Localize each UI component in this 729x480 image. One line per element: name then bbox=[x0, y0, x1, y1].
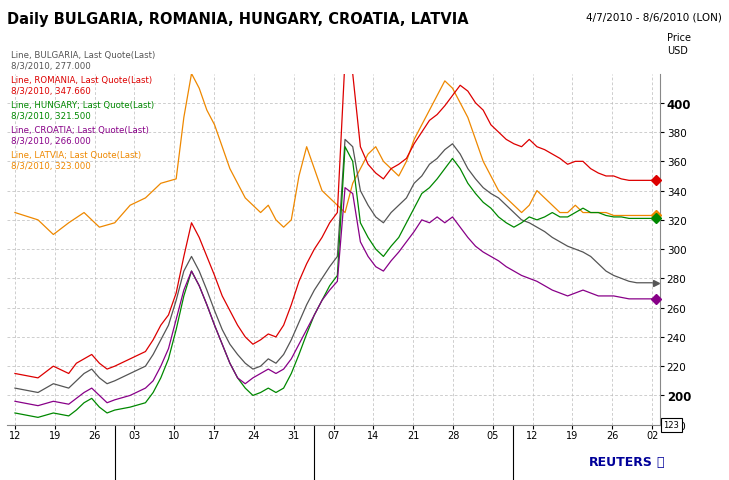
Text: ⓘ: ⓘ bbox=[656, 455, 663, 468]
Text: Daily BULGARIA, ROMANIA, HUNGARY, CROATIA, LATVIA: Daily BULGARIA, ROMANIA, HUNGARY, CROATI… bbox=[7, 12, 469, 27]
Text: 8/3/2010, 277.000: 8/3/2010, 277.000 bbox=[11, 62, 90, 71]
Text: Line, LATVIA; Last Quote(Last): Line, LATVIA; Last Quote(Last) bbox=[11, 151, 141, 159]
Text: Line, CROATIA; Last Quote(Last): Line, CROATIA; Last Quote(Last) bbox=[11, 126, 149, 134]
Text: REUTERS: REUTERS bbox=[588, 455, 652, 468]
Text: 8/3/2010, 347.660: 8/3/2010, 347.660 bbox=[11, 87, 90, 96]
Text: 8/3/2010, 266.000: 8/3/2010, 266.000 bbox=[11, 137, 90, 145]
Text: 8/3/2010, 323.000: 8/3/2010, 323.000 bbox=[11, 162, 90, 170]
Text: 123: 123 bbox=[663, 420, 679, 429]
Text: 4/7/2010 - 8/6/2010 (LON): 4/7/2010 - 8/6/2010 (LON) bbox=[586, 12, 722, 22]
Text: Line, ROMANIA, Last Quote(Last): Line, ROMANIA, Last Quote(Last) bbox=[11, 76, 152, 84]
Text: Line, BULGARIA, Last Quote(Last): Line, BULGARIA, Last Quote(Last) bbox=[11, 51, 155, 60]
Text: Line, HUNGARY; Last Quote(Last): Line, HUNGARY; Last Quote(Last) bbox=[11, 101, 154, 109]
Text: 8/3/2010, 321.500: 8/3/2010, 321.500 bbox=[11, 112, 90, 120]
Text: Price: Price bbox=[667, 34, 691, 43]
Text: USD: USD bbox=[667, 46, 688, 55]
